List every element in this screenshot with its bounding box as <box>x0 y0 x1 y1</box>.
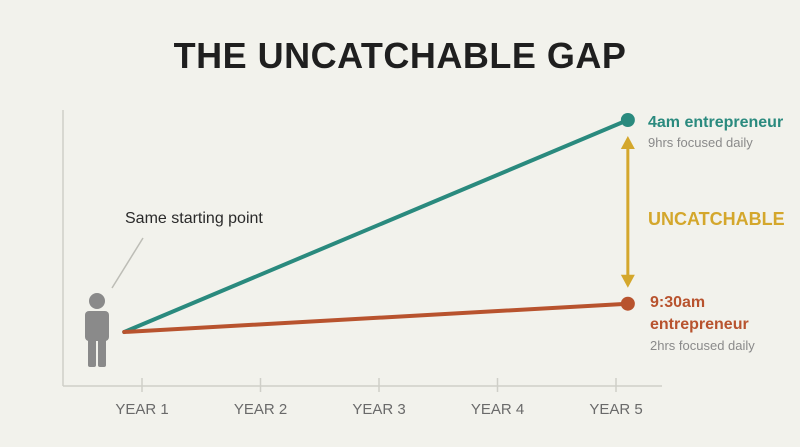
series-line-930am <box>122 301 630 334</box>
gap-arrow <box>620 136 635 288</box>
person-icon <box>85 293 109 367</box>
series-sub-930am: 2hrs focused daily <box>650 338 755 353</box>
x-ticks: YEAR 1 YEAR 2 YEAR 3 YEAR 4 YEAR 5 <box>115 378 643 418</box>
gap-label: UNCATCHABLE <box>648 209 785 229</box>
series-sub-4am: 9hrs focused daily <box>648 135 753 150</box>
x-tick-label: YEAR 1 <box>115 401 168 418</box>
chart-title: THE UNCATCHABLE GAP <box>174 35 627 76</box>
start-pointer-line <box>111 237 144 289</box>
x-tick-label: YEAR 2 <box>234 401 287 418</box>
x-tick-label: YEAR 5 <box>589 401 642 418</box>
start-label: Same starting point <box>125 210 263 227</box>
series-label-4am: 4am entrepreneur <box>648 114 783 131</box>
series-label-930am-line2: entrepreneur <box>650 316 749 333</box>
x-tick-label: YEAR 4 <box>471 401 524 418</box>
series-end-point-930am <box>620 296 635 311</box>
x-tick-label: YEAR 3 <box>352 401 405 418</box>
series-label-930am-line1: 9:30am <box>650 294 705 311</box>
series-line-4am <box>122 118 630 334</box>
series-end-point-4am <box>620 113 635 127</box>
